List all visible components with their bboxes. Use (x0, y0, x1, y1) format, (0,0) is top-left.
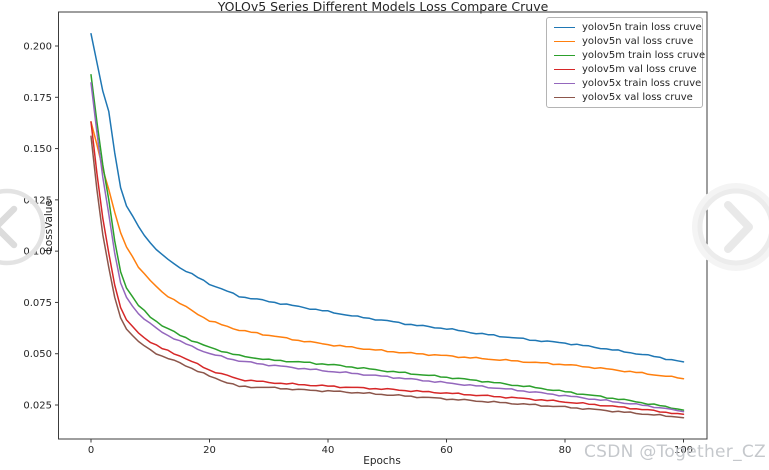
x-tick-label: 100 (674, 445, 693, 456)
legend-label: yolov5n val loss cruve (582, 36, 694, 48)
legend-line-swatch (554, 55, 575, 57)
legend-line-swatch (554, 83, 575, 84)
legend-label: yolov5n train loss cruve (582, 22, 702, 34)
chevron-left-icon (0, 188, 46, 266)
y-tick-label: 0.050 (23, 349, 52, 360)
series-line-yolov5n-val-loss-cruve (90, 121, 685, 380)
legend-item: yolov5n val loss cruve (554, 35, 702, 49)
y-tick-label: 0.150 (23, 144, 52, 155)
legend-item: yolov5m val loss cruve (554, 63, 702, 77)
chevron-right-icon (692, 183, 769, 271)
x-tick-label: 40 (322, 445, 335, 456)
legend-item: yolov5m train loss cruve (554, 49, 706, 63)
legend-item: yolov5x val loss cruve (554, 90, 702, 104)
watermark: CSDN @Together_CZ (583, 442, 766, 462)
y-tick-label: 0.075 (23, 298, 52, 309)
legend: yolov5n train loss cruve yolov5n val loss… (546, 17, 706, 109)
legend-line-swatch (554, 96, 575, 98)
legend-item: yolov5x train loss cruve (554, 77, 702, 91)
y-tick-label: 0.175 (23, 93, 52, 104)
series-line-yolov5n-train-loss-cruve (90, 32, 685, 363)
series-line-yolov5x-train-loss-cruve (90, 82, 685, 413)
legend-line-swatch (554, 69, 575, 71)
legend-label: yolov5m val loss cruve (582, 64, 697, 76)
y-tick-label: 0.125 (23, 195, 52, 206)
chart-title: YOLOv5 Series Different Models Loss Comp… (217, 0, 549, 14)
series-line-yolov5m-val-loss-cruve (90, 121, 685, 415)
carousel-prev-button[interactable] (0, 182, 52, 272)
series-line-yolov5m-train-loss-cruve (90, 73, 685, 411)
x-tick-label: 20 (203, 445, 216, 456)
plot-border (58, 11, 708, 440)
y-tick-label: 0.025 (23, 401, 52, 412)
legend-label: yolov5x val loss cruve (582, 91, 693, 103)
legend-item: yolov5n train loss cruve (554, 21, 702, 35)
legend-line-swatch (554, 27, 575, 29)
x-tick-label: 80 (559, 445, 572, 456)
x-tick-label: 0 (88, 445, 94, 456)
x-tick-label: 60 (440, 445, 453, 456)
y-tick-label: 0.100 (23, 247, 52, 258)
carousel-next-button[interactable] (688, 179, 769, 275)
legend-line-swatch (554, 41, 575, 43)
legend-label: yolov5x train loss cruve (582, 78, 702, 89)
x-axis-label: Epochs (363, 455, 401, 467)
legend-label: yolov5m train loss cruve (582, 50, 706, 62)
y-tick-label: 0.200 (23, 42, 52, 53)
series-line-yolov5x-val-loss-cruve (90, 135, 685, 419)
